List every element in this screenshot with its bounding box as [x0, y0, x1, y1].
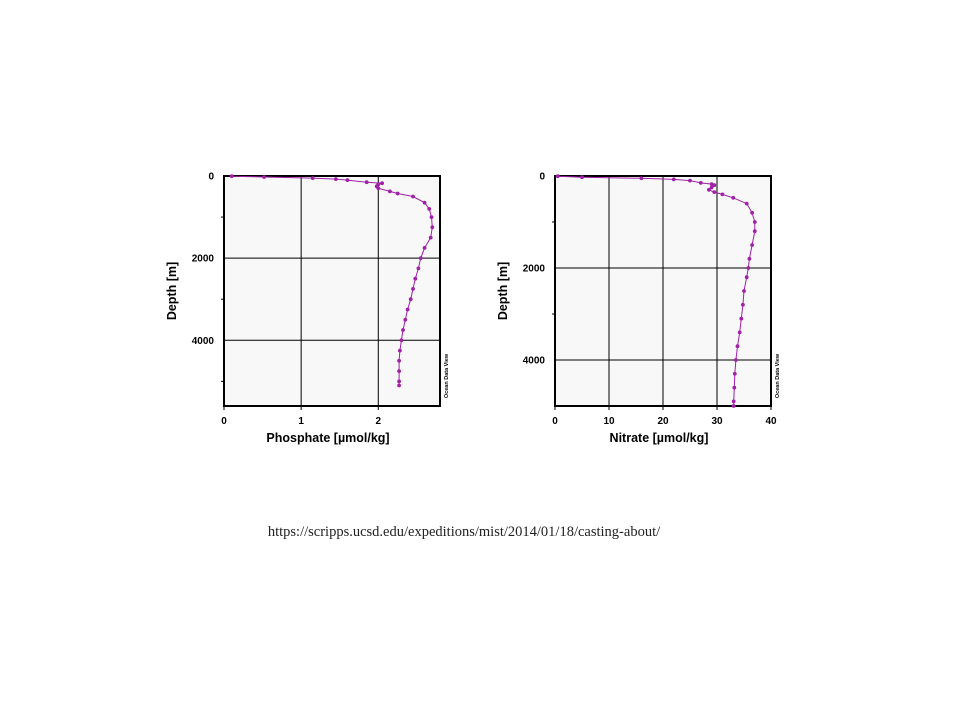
- x-tick-label: 0: [552, 416, 558, 427]
- source-url: https://scripps.ucsd.edu/expeditions/mis…: [267, 524, 661, 540]
- data-point: [734, 358, 738, 362]
- y-tick-label: 0: [208, 172, 214, 183]
- data-point: [731, 399, 736, 404]
- x-axis-title: Phosphate [µmol/kg]: [266, 431, 389, 445]
- y-tick-label: 2000: [523, 264, 546, 275]
- data-point: [744, 275, 749, 280]
- data-point: [671, 177, 676, 182]
- data-point: [229, 174, 234, 179]
- x-tick-label: 2: [376, 416, 382, 427]
- phosphate-depth-chart: 0 1 2 0 2000 4000 Phosphate [µmol/kg] Depth [m]…: [165, 172, 450, 446]
- data-point: [737, 330, 742, 335]
- y-tick-label: 4000: [192, 336, 215, 347]
- data-point: [345, 178, 350, 183]
- data-point: [735, 344, 740, 349]
- data-point: [712, 183, 717, 188]
- data-point: [698, 181, 703, 185]
- data-point: [334, 177, 338, 182]
- data-point: [746, 266, 751, 270]
- data-point: [739, 316, 744, 321]
- data-point: [707, 187, 711, 192]
- x-tick-label: 30: [711, 416, 723, 427]
- data-point: [376, 186, 381, 191]
- data-point: [405, 307, 410, 312]
- data-point: [422, 246, 427, 250]
- y-tick-label: 0: [539, 172, 545, 183]
- watermark: Ocean Data View: [444, 353, 450, 398]
- data-point: [411, 287, 415, 291]
- data-point: [750, 210, 754, 215]
- data-point: [428, 235, 433, 240]
- data-point: [732, 385, 737, 390]
- data-point: [413, 276, 418, 281]
- data-point: [712, 190, 717, 195]
- data-point: [397, 369, 401, 373]
- data-point: [397, 358, 401, 363]
- x-axis-title: Nitrate [µmol/kg]: [610, 431, 709, 445]
- data-point: [403, 317, 408, 322]
- data-point: [752, 229, 757, 234]
- data-point: [395, 191, 400, 196]
- data-point: [422, 200, 427, 205]
- data-point: [731, 195, 736, 200]
- nitrate-depth-chart: 0 10 20 30 40 0 2000 4000 Nitrate [µmol/kg] Depth…: [496, 172, 781, 446]
- y-tick-label: 2000: [192, 254, 215, 265]
- data-point: [731, 404, 736, 408]
- data-point: [555, 174, 560, 179]
- data-point: [364, 180, 369, 185]
- data-point: [688, 178, 692, 183]
- data-point: [732, 371, 737, 376]
- data-point: [639, 176, 644, 181]
- plot-background: [224, 176, 440, 406]
- data-point: [709, 185, 714, 190]
- data-point: [397, 379, 401, 384]
- data-point: [398, 348, 402, 353]
- data-point: [310, 176, 315, 181]
- data-point: [399, 338, 404, 343]
- data-point: [747, 256, 752, 261]
- y-tick-label: 4000: [523, 356, 546, 367]
- data-point: [416, 266, 421, 271]
- data-point: [411, 194, 415, 199]
- data-point: [752, 220, 757, 224]
- data-point: [408, 297, 413, 302]
- x-tick-label: 20: [657, 416, 669, 427]
- data-point: [262, 175, 266, 179]
- data-point: [418, 256, 423, 260]
- y-axis-title: Depth [m]: [165, 262, 179, 320]
- plot-frame: [223, 175, 441, 407]
- x-tick-label: 10: [603, 416, 615, 427]
- data-point: [380, 181, 384, 186]
- data-point: [580, 175, 584, 180]
- x-tick-label: 40: [765, 416, 777, 427]
- data-point: [720, 192, 725, 197]
- data-point: [427, 207, 432, 211]
- data-point: [742, 289, 746, 293]
- y-axis-title: Depth [m]: [496, 262, 510, 320]
- data-point: [430, 225, 435, 230]
- data-point: [429, 215, 434, 220]
- data-point: [401, 328, 405, 332]
- data-point: [388, 189, 392, 194]
- data-point: [744, 201, 749, 206]
- watermark: Ocean Data View: [775, 353, 781, 398]
- data-point: [750, 243, 754, 247]
- x-tick-label: 0: [221, 416, 227, 427]
- x-tick-label: 1: [298, 416, 304, 427]
- data-point: [741, 302, 745, 307]
- data-point: [397, 383, 401, 388]
